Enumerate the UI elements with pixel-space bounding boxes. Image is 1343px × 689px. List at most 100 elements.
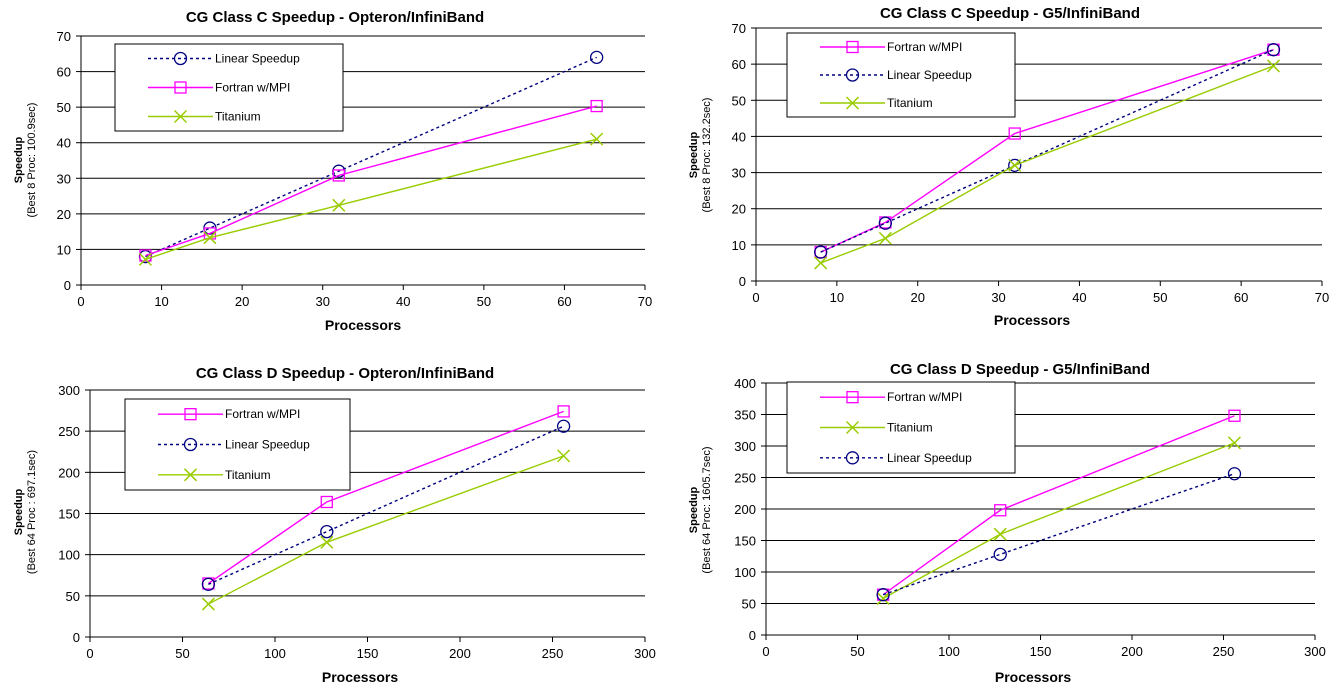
y-axis-label-group: Speedup (Best 64 Proc: 1605.7sec) (688, 446, 713, 573)
legend-marker-titanium-stroke-b (845, 420, 860, 435)
legend-marker-fortran (174, 81, 187, 94)
y-axis-label: Speedup (688, 131, 700, 178)
x-tick-label: 0 (86, 646, 93, 661)
legend-label: Titanium (215, 110, 261, 124)
legend-marker-fortran (184, 408, 197, 421)
x-tick-label: 50 (477, 294, 491, 309)
data-point-titanium (878, 231, 892, 245)
legend: Fortran w/MPI Linear Speedup Titanium (124, 398, 351, 491)
y-axis-label: Speedup (13, 488, 25, 535)
legend-label: Fortran w/MPI (887, 40, 962, 54)
chart-title: CG Class C Speedup - Opteron/InfiniBand (186, 9, 484, 26)
y-tick-label: 60 (732, 57, 746, 72)
legend: Fortran w/MPI Titanium Linear Speedup (786, 381, 1016, 474)
series-line-linear (145, 56, 597, 258)
data-point-titanium (993, 527, 1007, 541)
chart-title: CG Class C Speedup - G5/InfiniBand (880, 5, 1140, 22)
legend-marker-linear (183, 437, 198, 452)
data-point-linear (556, 419, 571, 433)
y-tick-label: 100 (58, 548, 80, 563)
y-axis-label-group: Speedup (Best 8 Proc: 132.2sec) (688, 98, 713, 213)
legend-marker-linear (845, 451, 860, 465)
y-tick-label: 200 (734, 502, 756, 517)
y-tick-label: 300 (734, 439, 756, 454)
legend: Linear Speedup Fortran w/MPI Titanium (114, 43, 344, 132)
data-point-titanium-stroke-b (557, 449, 571, 463)
x-tick-label: 40 (396, 294, 410, 309)
chart-3: 0 50 100 150 200 250 300 0 50 100 150 200 250 300 CG C… (13, 365, 656, 685)
y-tick-label: 0 (749, 628, 756, 643)
x-tick-label: 10 (830, 290, 844, 305)
y-tick-label: 350 (734, 408, 756, 423)
y-axis-sublabel: (Best 8 Proc: 100.9sec) (26, 103, 38, 218)
data-point-titanium-stroke-b (203, 231, 217, 245)
legend-label: Linear Speedup (887, 451, 972, 465)
data-point-linear (320, 524, 334, 539)
data-point-titanium (138, 252, 152, 266)
x-axis-label: Processors (325, 317, 401, 333)
y-axis-sublabel: (Best 64 Proc: 1605.7sec) (701, 446, 713, 573)
data-point-fortran (590, 99, 603, 113)
legend-marker-fortran (846, 391, 859, 404)
data-point-linear (201, 577, 216, 591)
x-tick-label: 10 (154, 294, 168, 309)
x-tick-label: 0 (77, 294, 84, 309)
y-tick-label: 50 (742, 597, 756, 612)
legend-marker-titanium (173, 109, 188, 124)
legend-label: Fortran w/MPI (887, 390, 962, 404)
chart-title: CG Class D Speedup - G5/InfiniBand (890, 361, 1150, 378)
x-tick-label: 30 (991, 290, 1005, 305)
x-axis-label: Processors (994, 312, 1070, 328)
x-axis-label: Processors (322, 669, 398, 685)
data-point-linear (814, 245, 828, 259)
x-tick-label: 250 (1213, 644, 1235, 659)
x-tick-label: 100 (938, 644, 960, 659)
data-point-fortran (139, 249, 152, 262)
y-tick-label: 70 (732, 21, 746, 36)
x-tick-label: 150 (1030, 644, 1052, 659)
data-point-linear (993, 547, 1007, 562)
y-tick-label: 50 (66, 589, 80, 604)
y-tick-label: 150 (734, 534, 756, 549)
y-tick-label: 10 (732, 238, 746, 253)
data-point-titanium-stroke-b (138, 252, 152, 266)
legend-label: Titanium (887, 96, 933, 110)
x-tick-label: 250 (542, 646, 564, 661)
series-line-fortran (145, 105, 597, 257)
legend-marker-titanium (845, 96, 860, 110)
x-tick-label: 50 (175, 646, 189, 661)
legend-marker-fortran (846, 40, 859, 54)
y-tick-label: 300 (58, 383, 80, 398)
data-point-fortran (332, 169, 345, 182)
data-point-titanium-stroke-b (814, 256, 828, 270)
data-point-titanium (590, 132, 604, 146)
y-tick-label: 150 (58, 507, 80, 522)
y-tick-label: 100 (734, 565, 756, 580)
legend-label: Titanium (225, 468, 271, 482)
y-tick-label: 50 (732, 93, 746, 108)
x-tick-label: 50 (850, 644, 864, 659)
x-tick-label: 150 (357, 646, 379, 661)
x-tick-label: 100 (264, 646, 286, 661)
series-line-fortran (882, 415, 1235, 596)
legend-marker-linear (845, 68, 860, 82)
data-point-titanium-stroke-b (201, 597, 215, 611)
data-point-linear (878, 216, 893, 230)
chart-title: CG Class D Speedup - Opteron/InfiniBand (196, 365, 494, 382)
x-tick-label: 20 (235, 294, 249, 309)
legend-marker-titanium-stroke-b (173, 109, 188, 124)
series-line-linear (820, 49, 1274, 253)
data-point-titanium-stroke-b (1227, 436, 1242, 450)
data-point-titanium-stroke-b (320, 535, 334, 549)
y-tick-label: 60 (57, 65, 71, 80)
legend: Fortran w/MPI Linear Speedup Titanium (786, 32, 1016, 118)
legend-marker-titanium (183, 468, 198, 482)
data-point-linear (1227, 467, 1242, 481)
x-tick-label: 50 (1153, 290, 1167, 305)
y-axis-sublabel: (Best 64 Proc : 697.1sec) (26, 450, 38, 574)
legend-label: Linear Speedup (225, 438, 310, 452)
data-point-titanium (332, 198, 346, 212)
x-tick-label: 300 (1304, 644, 1326, 659)
data-point-linear (1266, 43, 1281, 57)
